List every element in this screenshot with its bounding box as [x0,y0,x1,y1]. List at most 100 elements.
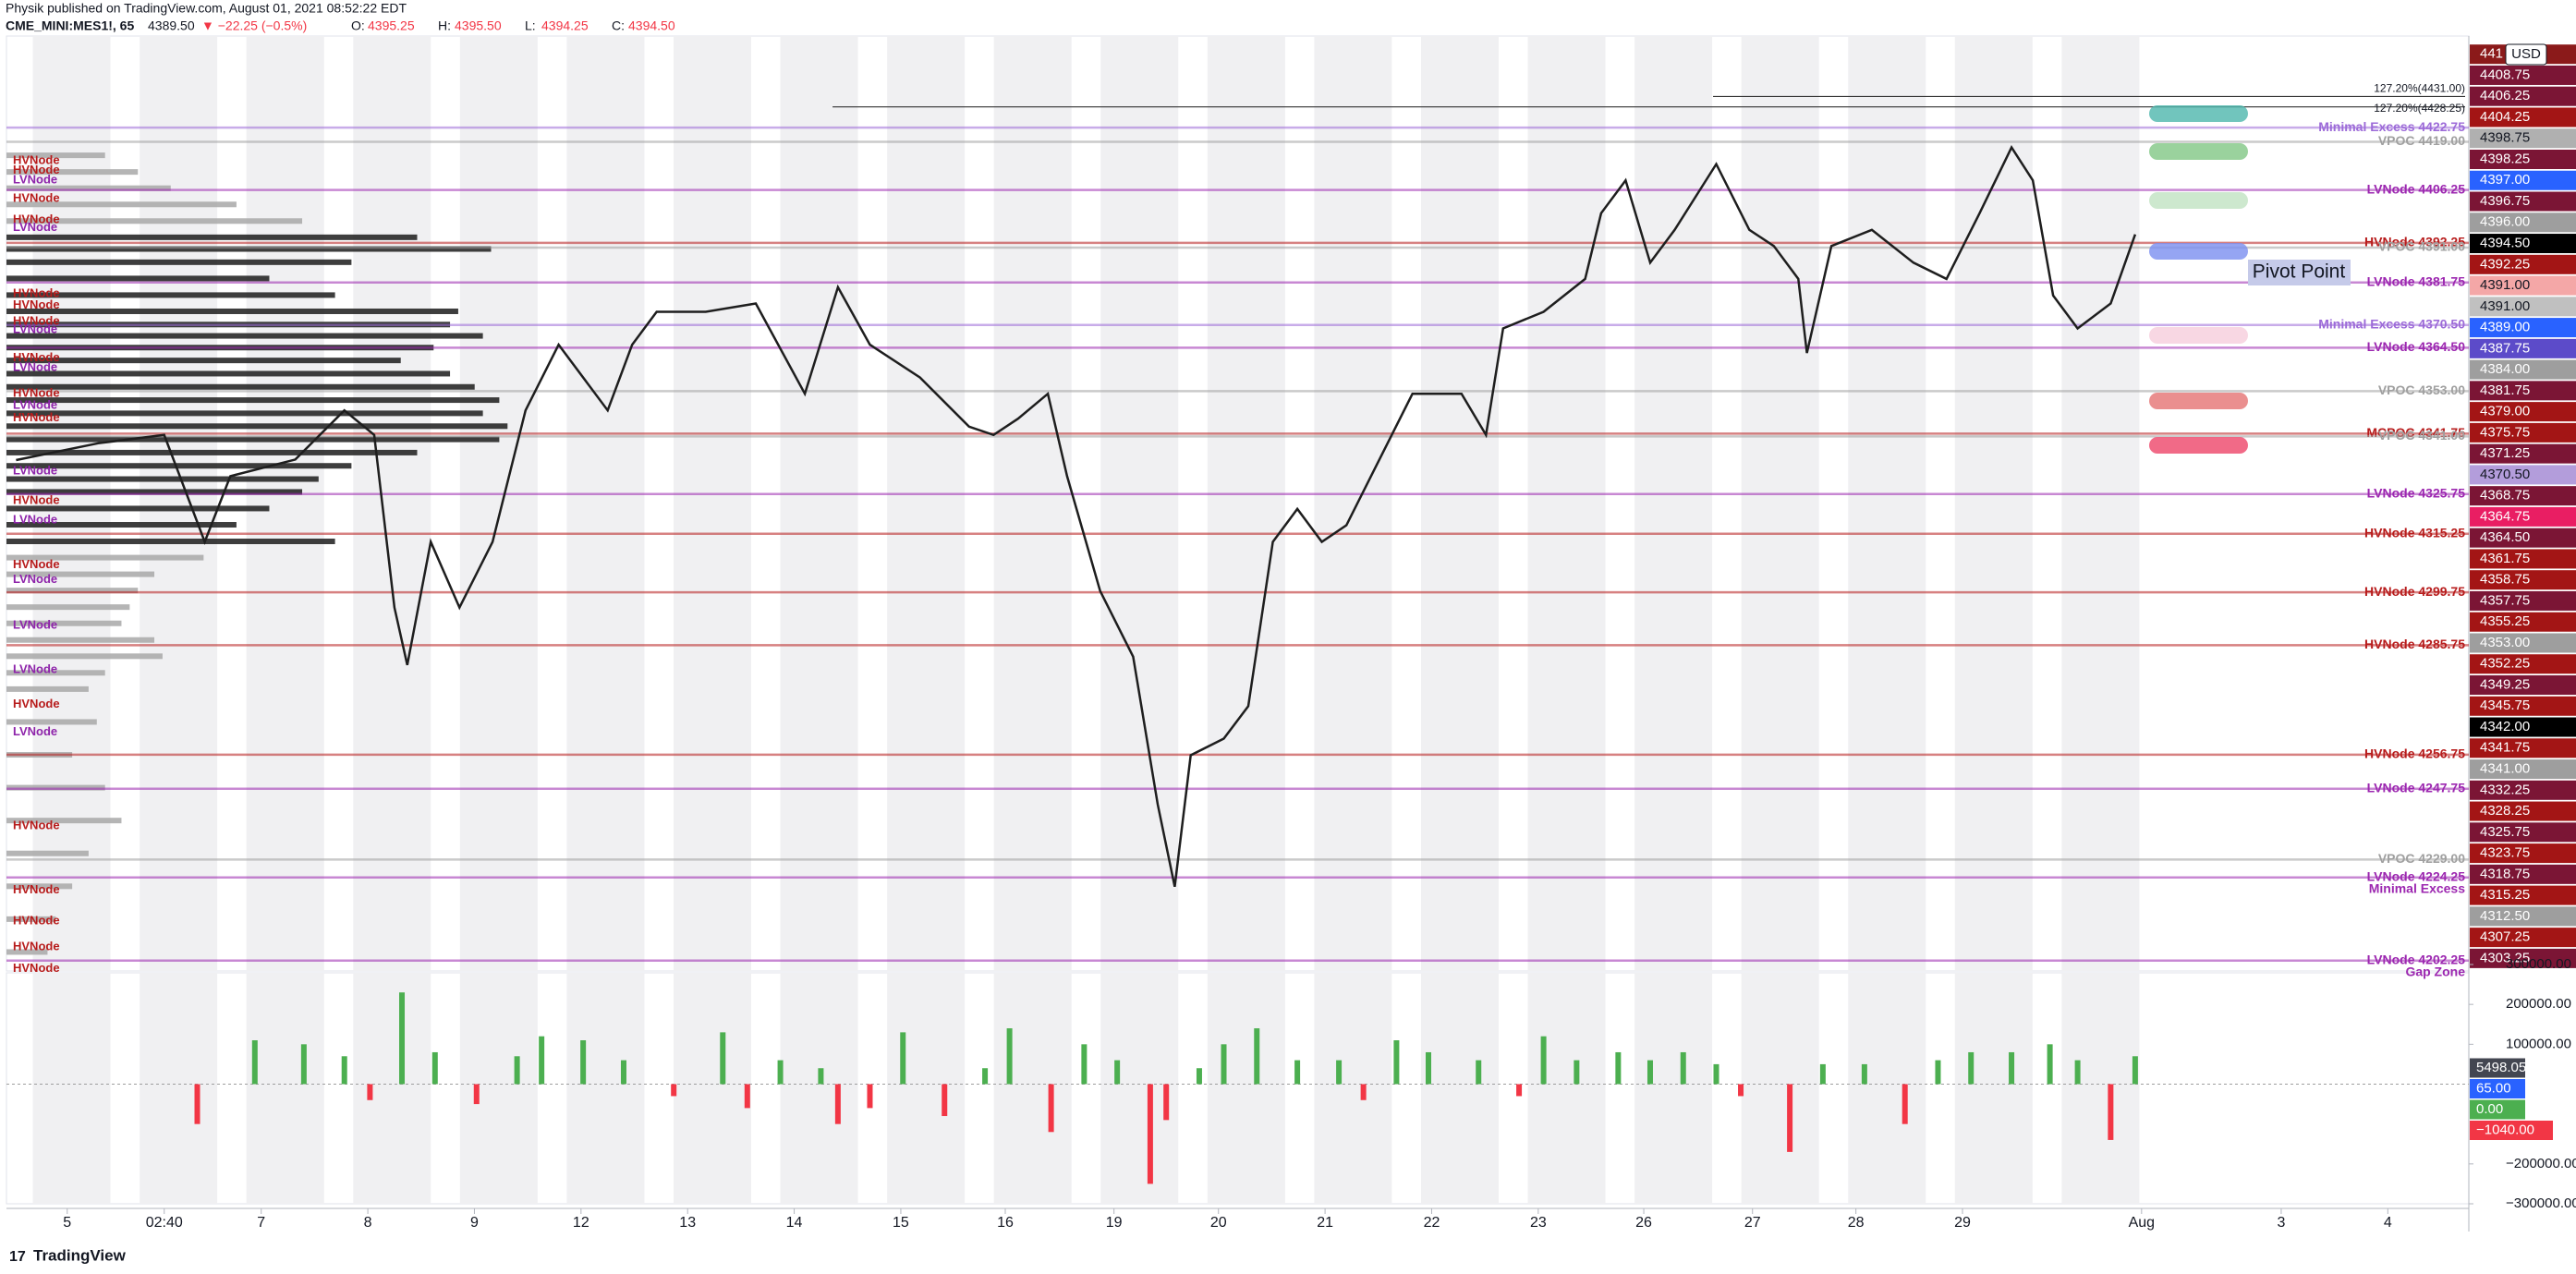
ohlc-value: 4395.50 [455,18,502,33]
session-shade [673,36,751,971]
node-label: HVNode [13,557,60,571]
osc-bar [1680,1051,1686,1085]
price-badge [2470,254,2576,274]
price-badge-label: 4398.25 [2480,151,2530,166]
ohlc-key: C: [612,18,625,33]
pivot-box [2248,260,2351,285]
price-badge [2470,191,2576,212]
price-badge-label: 4392.25 [2480,256,2530,272]
osc-bar [1147,1084,1153,1184]
profile-row [6,201,237,208]
osc-bar [300,1044,307,1085]
price-badge [2470,948,2576,968]
profile-row [6,539,335,545]
session-shade [1634,36,1713,971]
profile-row [6,259,352,265]
profile-row [6,554,204,561]
price-badge [2470,402,2576,422]
price-badge [2470,150,2576,169]
session-shade [1314,973,1392,1204]
price-badge-label: 4352.25 [2480,656,2530,672]
osc-bar [1713,1063,1719,1085]
node-label: LVNode [13,359,57,373]
level-label: HVNode 4285.75 [2364,637,2465,651]
price-badge-label: 4358.75 [2480,572,2530,588]
price-badge [2470,570,2576,590]
price-badge [2470,318,2576,338]
osc-bar [1114,1060,1121,1085]
price-badge [2470,822,2576,843]
price-badge [2470,675,2576,695]
osc-bar [539,1036,545,1085]
osc-bar [942,1084,948,1117]
osc-bar [777,1060,784,1085]
session-shade [1741,973,1819,1204]
osc-bar [2108,1084,2114,1140]
profile-row [6,308,458,314]
osc-bar [1426,1051,1432,1085]
osc-badge [2470,1099,2525,1120]
osc-bar [1196,1068,1202,1085]
node-label: LVNode [13,662,57,676]
price-badge-label: 4303.25 [2480,950,2530,965]
osc-bar [1393,1040,1400,1085]
session-shade [1848,973,1926,1204]
x-tick-label: 4 [2384,1215,2392,1231]
fib-label: 127.20%(4431.00) [2374,82,2465,95]
session-shade [353,973,431,1204]
price-badge [2470,780,2576,800]
osc-bar [720,1032,726,1085]
node-label: HVNode [13,410,60,424]
osc-tick-label: 200000.00 [2506,996,2571,1012]
price-badge-label: 4342.00 [2480,719,2530,734]
price-badge-label: 4345.75 [2480,698,2530,713]
osc-bar [473,1084,480,1105]
price-badge [2470,759,2576,780]
node-label: HVNode [13,882,60,896]
session-shade [246,973,324,1204]
price-badge [2470,338,2576,358]
osc-bar [2132,1056,2138,1085]
session-shade [1100,36,1179,971]
x-tick-label: 26 [1635,1215,1652,1231]
session-shade [1420,973,1499,1204]
osc-bar [818,1068,824,1085]
osc-bar [514,1056,520,1085]
price-badge-label: 4341.00 [2480,761,2530,777]
node-label: HVNode [13,697,60,710]
node-label: HVNode [13,961,60,975]
currency-badge [2505,43,2547,66]
price-badge [2470,381,2576,401]
x-tick-label: 20 [1210,1215,1227,1231]
price-badge-label: 4368.75 [2480,488,2530,504]
profile-row [6,436,500,443]
profile-row [6,588,139,594]
price-badge [2470,275,2576,296]
price-badge [2470,465,2576,485]
node-label: LVNode [13,173,57,187]
price-badge-label: 4375.75 [2480,424,2530,440]
profile-row [6,476,319,482]
zone-pill [2149,105,2248,122]
node-label: HVNode [13,314,60,328]
session-shade [993,36,1072,971]
profile-row [6,185,171,191]
footer-brand: TradingView [33,1246,127,1264]
osc-bar [1615,1051,1622,1085]
price-badge-label: 4364.75 [2480,508,2530,524]
level-label: HVNode 4256.75 [2364,746,2465,761]
ohlc-value: 4394.50 [628,18,675,33]
zone-pill [2149,437,2248,454]
osc-tick-label: −300000.00 [2506,1195,2576,1211]
ohlc-key: H: [438,18,451,33]
price-badge-label: 4398.75 [2480,130,2530,146]
osc-bar [2074,1060,2081,1085]
price-badge-label: 4408.75 [2480,67,2530,82]
session-shade [459,36,538,971]
profile-row [6,449,418,455]
node-label: HVNode [13,350,60,364]
osc-bar [1819,1063,1826,1085]
session-shade [246,36,324,971]
x-tick-label: 15 [893,1215,909,1231]
